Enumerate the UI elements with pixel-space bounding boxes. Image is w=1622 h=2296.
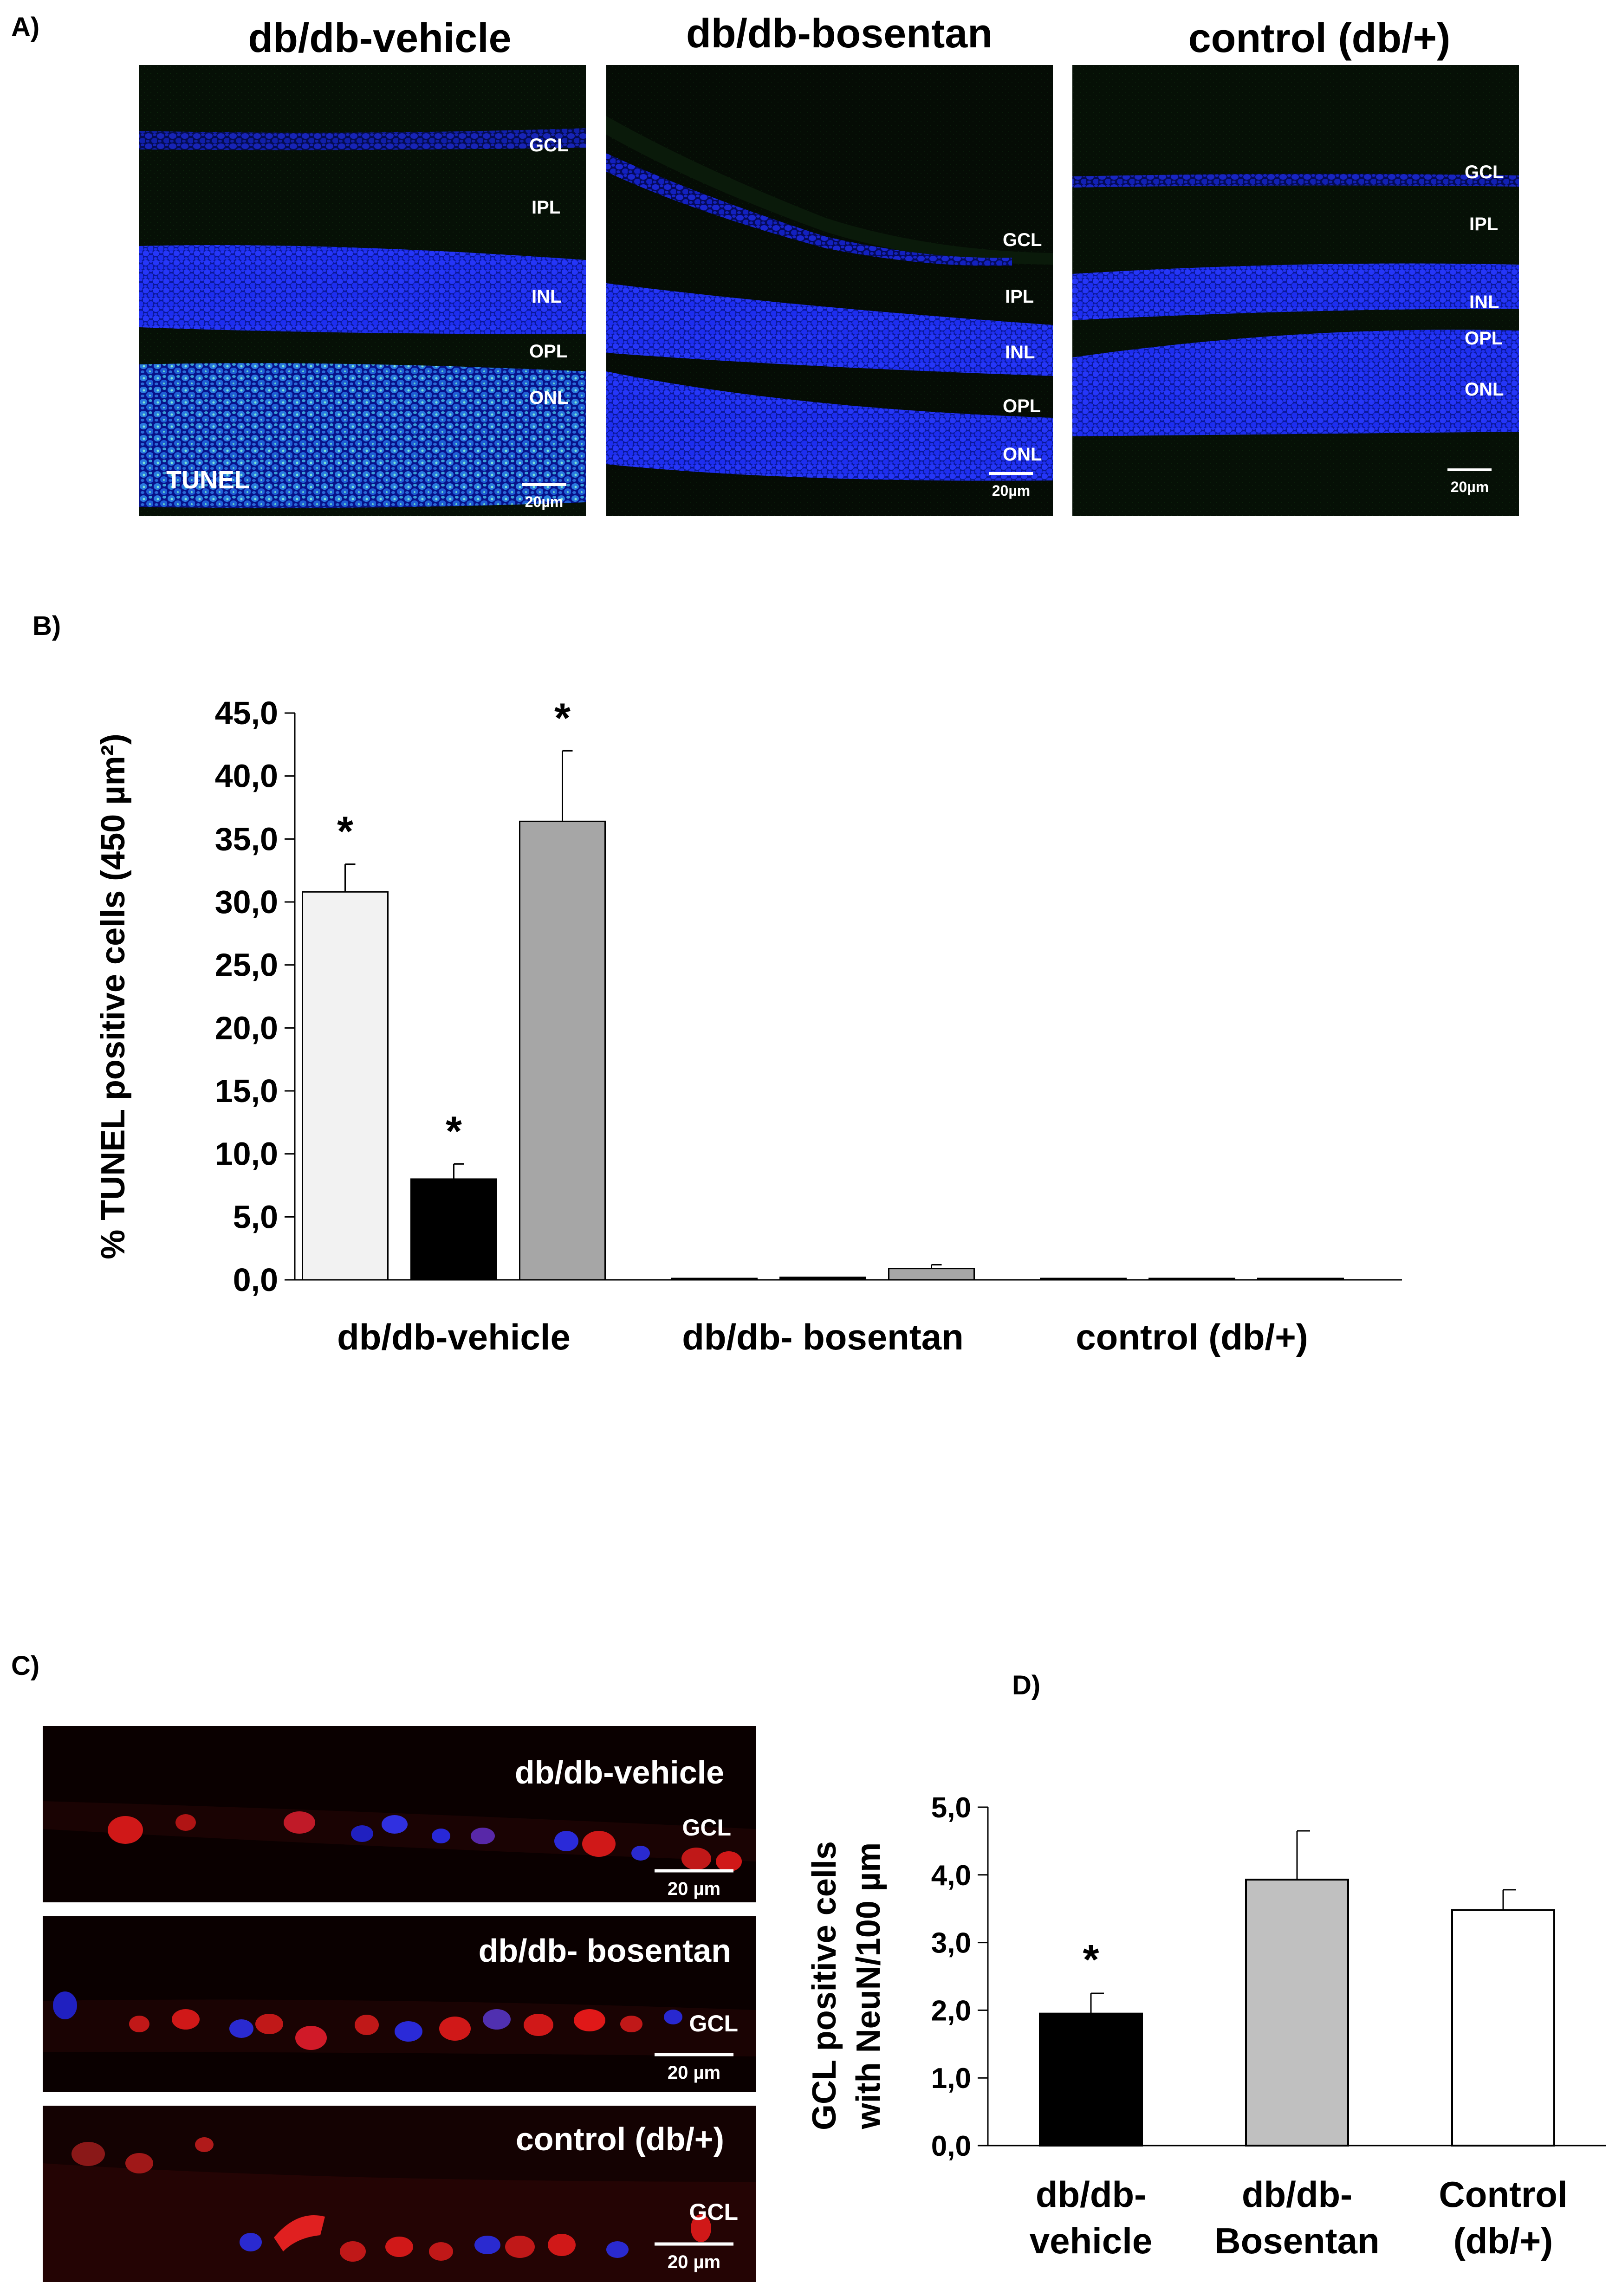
y-tick-label: 20,0 [215,1010,278,1046]
layer-label-gcl: GCL [529,135,568,156]
scale-bar-label: 20µm [525,493,563,510]
chart-b: 0,0 5,0 10,0 15,0 20,0 25,0 30,0 35,0 40,0 45,0 % … [95,695,1402,1357]
bar [410,1178,497,1281]
panel-b-label: B) [32,611,61,641]
bar [1040,1278,1127,1281]
significance-star: * [446,1108,462,1154]
significance-star: * [554,695,571,741]
y-tick-label: 45,0 [215,695,278,731]
y-tick-label: 0,0 [931,2130,971,2162]
layer-label-onl: ONL [1003,444,1042,465]
y-tick-label: 15,0 [215,1073,278,1109]
micrograph-control: control (db/+) GCL IPL INL OPL ONL 20µm [1072,15,1519,516]
layer-label-onl: ONL [529,388,568,408]
layer-label-inl: INL [532,286,561,307]
y-tick-label: 5,0 [931,1792,971,1824]
y-axis-label: with NeuN/100 µm [850,1842,887,2130]
layer-label-gcl: GCL [689,2199,738,2225]
x-category-label: Control [1439,2174,1567,2215]
scale-bar-label: 20µm [1451,479,1489,495]
y-tick-label: 2,0 [931,1995,971,2027]
x-category-label: control (db/+) [1076,1317,1308,1357]
y-axis-label: GCL positive cells [806,1841,843,2130]
micrograph-title: db/db-vehicle [248,15,511,61]
micrograph-bosentan: db/db-bosentan GCL IPL INL OPL ONL 20µm [606,10,1053,516]
bar [671,1278,758,1281]
panel-c-label: C) [11,1651,39,1681]
x-category-label: db/db- [1242,2174,1352,2215]
layer-label-opl: OPL [529,341,567,362]
y-tick-label: 5,0 [233,1199,278,1235]
y-tick-label: 30,0 [215,884,278,920]
y-tick-label: 25,0 [215,947,278,983]
significance-star: * [337,809,353,855]
scale-bar-label: 20 µm [668,2063,720,2083]
y-tick-label: 1,0 [931,2063,971,2095]
bar [779,1277,866,1281]
y-tick-label: 10,0 [215,1136,278,1172]
micrograph-neun-bosentan: db/db- bosentan GCL 20 µm [43,1916,756,2092]
micrograph-neun-control: control (db/+) GCL 20 µm [43,2106,756,2282]
x-category-label: db/db- [1036,2174,1146,2215]
layer-label-inl: INL [1005,342,1035,363]
micrograph-title: control (db/+) [1188,15,1451,61]
layer-label-gcl: GCL [682,1815,731,1841]
micrograph-title: db/db-vehicle [515,1754,724,1790]
chart-d: 0,0 1,0 2,0 3,0 4,0 5,0 GCL positive cells with… [806,1792,1606,2261]
x-category-label: db/db-vehicle [337,1317,571,1357]
y-tick-label: 4,0 [931,1860,971,1892]
layer-label-opl: OPL [1003,396,1041,416]
y-tick-label: 35,0 [215,821,278,857]
bar [888,1268,975,1281]
bar [1148,1278,1235,1281]
x-category-label: vehicle [1030,2220,1153,2261]
x-category-label: Bosentan [1214,2220,1379,2261]
layer-label-ipl: IPL [532,197,560,218]
y-tick-label: 40,0 [215,758,278,794]
micrograph-vehicle: db/db-vehicle GCL IPL INL OPL ONL TUNEL … [139,15,586,516]
layer-label-ipl: IPL [1469,214,1498,234]
x-category-label: (db/+) [1453,2220,1553,2261]
scale-bar-label: 20 µm [668,1879,720,1899]
y-axis-label: % TUNEL positive cells (450 µm²) [95,733,132,1259]
micrograph-title: db/db- bosentan [479,1933,731,1969]
layer-label-gcl: GCL [1465,162,1504,182]
stain-label: TUNEL [166,466,250,494]
y-tick-label: 3,0 [931,1927,971,1959]
micrograph-title: control (db/+) [516,2121,724,2157]
panel-d-label: D) [1012,1670,1040,1700]
micrograph-title: db/db-bosentan [686,10,993,56]
scale-bar-label: 20µm [992,482,1030,499]
bar [1257,1278,1344,1281]
bar [519,820,606,1281]
bar [1451,1909,1555,2147]
layer-label-gcl: GCL [1003,230,1042,250]
scale-bar-label: 20 µm [668,2252,720,2272]
bar [1245,1879,1349,2147]
panel-a-label: A) [11,12,39,42]
bar [302,891,389,1281]
bar [1039,2012,1143,2147]
layer-label-inl: INL [1469,292,1499,312]
micrograph-neun-vehicle: db/db-vehicle GCL 20 µm [43,1726,756,1902]
layer-label-opl: OPL [1465,328,1503,349]
layer-label-ipl: IPL [1005,286,1034,307]
x-category-label: db/db- bosentan [682,1317,964,1357]
layer-label-onl: ONL [1465,379,1504,400]
layer-label-gcl: GCL [689,2011,738,2037]
significance-star: * [1083,1937,1099,1983]
y-tick-label: 0,0 [233,1262,278,1298]
